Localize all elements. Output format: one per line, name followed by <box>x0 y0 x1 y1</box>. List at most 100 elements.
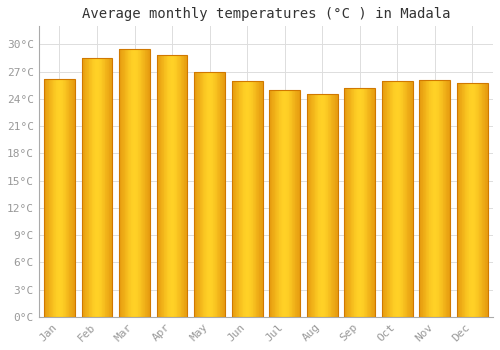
Bar <box>164 55 165 317</box>
Bar <box>176 55 178 317</box>
Bar <box>201 72 202 317</box>
Bar <box>82 58 112 317</box>
Bar <box>184 55 185 317</box>
Bar <box>257 81 258 317</box>
Bar <box>336 94 337 317</box>
Bar <box>74 79 75 317</box>
Bar <box>245 81 246 317</box>
Bar <box>50 79 51 317</box>
Bar <box>246 81 247 317</box>
Bar <box>96 58 97 317</box>
Bar <box>434 80 435 317</box>
Bar <box>386 81 388 317</box>
Bar <box>400 81 401 317</box>
Bar <box>224 72 225 317</box>
Bar <box>252 81 254 317</box>
Bar <box>382 81 384 317</box>
Bar <box>323 94 324 317</box>
Bar <box>132 49 133 317</box>
Bar <box>468 83 469 317</box>
Bar <box>235 81 236 317</box>
Bar <box>280 90 281 317</box>
Bar <box>261 81 262 317</box>
Bar <box>127 49 128 317</box>
Bar <box>360 88 362 317</box>
Bar <box>160 55 162 317</box>
Bar <box>242 81 244 317</box>
Bar <box>221 72 222 317</box>
Bar <box>372 88 373 317</box>
Bar <box>425 80 426 317</box>
Bar <box>437 80 438 317</box>
Bar <box>457 83 488 317</box>
Bar <box>337 94 338 317</box>
Bar <box>158 55 159 317</box>
Bar <box>130 49 132 317</box>
Bar <box>148 49 149 317</box>
Bar <box>270 90 271 317</box>
Bar <box>332 94 333 317</box>
Bar <box>421 80 422 317</box>
Bar <box>159 55 160 317</box>
Bar <box>128 49 129 317</box>
Bar <box>175 55 176 317</box>
Bar <box>467 83 468 317</box>
Bar <box>272 90 273 317</box>
Bar <box>346 88 348 317</box>
Bar <box>123 49 124 317</box>
Bar <box>215 72 216 317</box>
Bar <box>344 88 345 317</box>
Bar <box>448 80 450 317</box>
Bar <box>276 90 277 317</box>
Bar <box>204 72 205 317</box>
Bar <box>57 79 58 317</box>
Bar <box>464 83 466 317</box>
Bar <box>472 83 473 317</box>
Bar <box>101 58 102 317</box>
Bar <box>444 80 445 317</box>
Bar <box>71 79 72 317</box>
Bar <box>474 83 476 317</box>
Bar <box>220 72 221 317</box>
Bar <box>271 90 272 317</box>
Bar <box>202 72 203 317</box>
Bar <box>364 88 365 317</box>
Bar <box>119 49 120 317</box>
Bar <box>144 49 146 317</box>
Bar <box>327 94 328 317</box>
Bar <box>313 94 314 317</box>
Bar <box>194 72 225 317</box>
Bar <box>240 81 241 317</box>
Bar <box>234 81 235 317</box>
Bar <box>389 81 390 317</box>
Bar <box>138 49 139 317</box>
Bar <box>461 83 462 317</box>
Bar <box>329 94 330 317</box>
Bar <box>320 94 322 317</box>
Bar <box>462 83 463 317</box>
Bar <box>219 72 220 317</box>
Bar <box>426 80 427 317</box>
Bar <box>431 80 432 317</box>
Bar <box>251 81 252 317</box>
Bar <box>62 79 64 317</box>
Bar <box>442 80 444 317</box>
Bar <box>373 88 374 317</box>
Bar <box>216 72 218 317</box>
Bar <box>60 79 61 317</box>
Bar <box>168 55 169 317</box>
Bar <box>92 58 93 317</box>
Bar <box>119 49 150 317</box>
Bar <box>308 94 309 317</box>
Bar <box>322 94 323 317</box>
Bar <box>146 49 147 317</box>
Bar <box>435 80 436 317</box>
Bar <box>326 94 327 317</box>
Bar <box>292 90 293 317</box>
Bar <box>406 81 408 317</box>
Bar <box>88 58 90 317</box>
Bar <box>70 79 71 317</box>
Bar <box>471 83 472 317</box>
Bar <box>483 83 484 317</box>
Bar <box>206 72 208 317</box>
